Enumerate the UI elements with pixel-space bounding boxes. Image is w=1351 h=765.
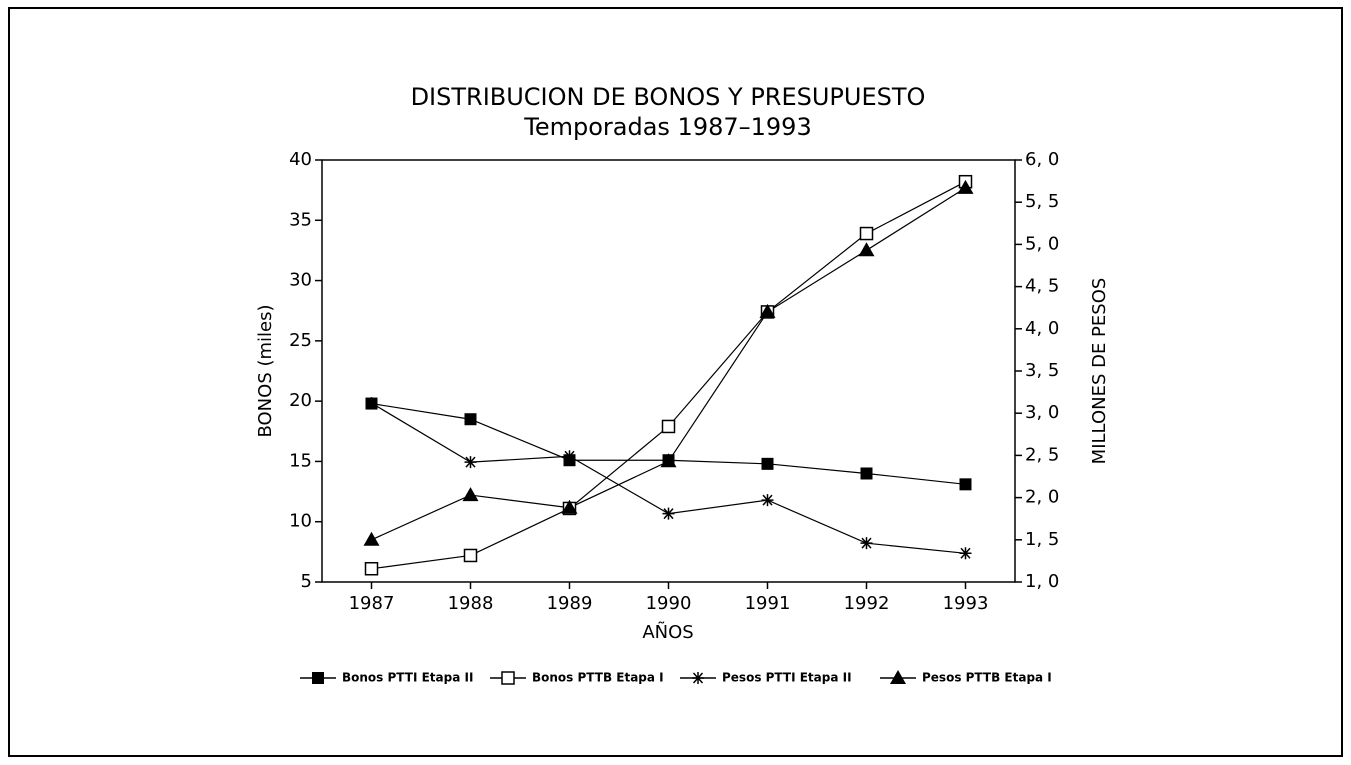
marker [363,531,380,546]
y-tick-label: 30 [289,270,312,291]
x-tick-label: 1991 [745,593,791,614]
legend-text: Bonos PTTI Etapa II [342,671,473,685]
legend-text: Pesos PTTB Etapa I [922,671,1052,685]
x-tick-label: 1993 [943,593,989,614]
series-line [371,187,966,541]
y-tick-label: 10 [289,511,312,532]
y2-tick-label: 2, 0 [1025,487,1059,508]
marker [501,671,515,685]
y2-tick-label: 4, 5 [1025,276,1059,297]
legend-item: Bonos PTTB Etapa I [490,671,664,685]
x-tick-label: 1988 [448,593,494,614]
y-tick-label: 15 [289,450,312,471]
marker [563,450,576,463]
y2-tick-label: 4, 0 [1025,318,1059,339]
y-tick-label: 20 [289,390,312,411]
marker [464,413,477,426]
legend-text: Bonos PTTB Etapa I [532,671,664,685]
y2-tick-label: 5, 0 [1025,233,1059,254]
legend-item: Pesos PTTB Etapa I [880,670,1052,685]
marker [561,499,578,514]
legend-text: Pesos PTTI Etapa II [722,671,852,685]
marker [662,507,675,520]
marker [959,478,972,491]
y2-axis-label: MILLONES DE PESOS [1089,278,1110,465]
marker [364,561,379,576]
marker [858,242,875,257]
legend-item: Bonos PTTI Etapa II [300,671,473,685]
x-tick-label: 1989 [547,593,593,614]
y-axis-label: BONOS (miles) [255,304,276,437]
x-tick-label: 1990 [646,593,692,614]
x-tick-label: 1992 [844,593,890,614]
marker [761,494,774,507]
y-tick-label: 35 [289,209,312,230]
marker [660,453,677,468]
y2-tick-label: 3, 0 [1025,402,1059,423]
marker [464,456,477,469]
marker [860,537,873,550]
y2-tick-label: 5, 5 [1025,191,1059,212]
y2-tick-label: 6, 0 [1025,149,1059,170]
marker [312,672,324,684]
x-tick-label: 1987 [349,593,395,614]
chart-subtitle: Temporadas 1987–1993 [523,113,811,141]
marker [860,467,873,480]
marker [462,487,479,502]
marker [661,419,676,434]
chart-title: DISTRIBUCION DE BONOS Y PRESUPUESTO [411,83,926,111]
legend-item: Pesos PTTI Etapa II [680,671,852,685]
y2-tick-label: 1, 5 [1025,529,1059,550]
marker [365,397,378,410]
y-tick-label: 40 [289,149,312,170]
marker [959,547,972,560]
y2-tick-label: 2, 5 [1025,444,1059,465]
y-tick-label: 25 [289,330,312,351]
y2-tick-label: 3, 5 [1025,360,1059,381]
frame [8,7,1343,757]
marker [692,672,704,684]
y2-tick-label: 1, 0 [1025,571,1059,592]
marker [759,303,776,318]
series-line [371,402,966,485]
marker [463,548,478,563]
marker [957,179,974,194]
x-axis-label: AÑOS [642,621,693,643]
y-tick-label: 5 [301,571,312,592]
marker [761,457,774,470]
marker [859,226,874,241]
marker [890,670,906,684]
